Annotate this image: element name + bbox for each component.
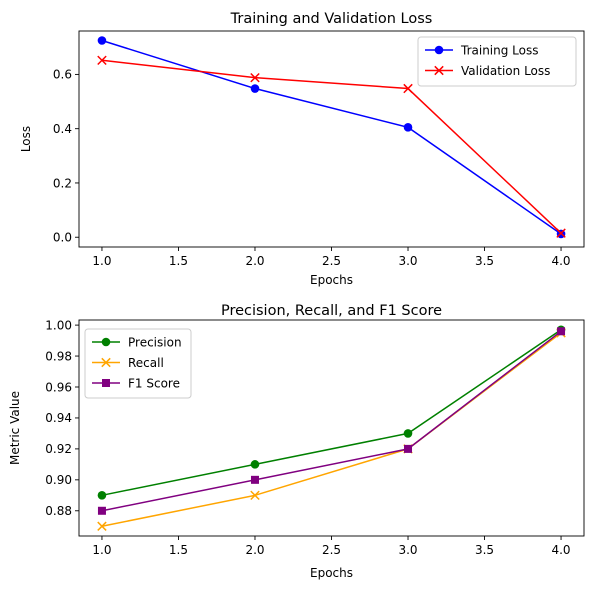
- data-point: [404, 444, 413, 453]
- chart-1: Training and Validation Loss 1.0 1.5 2.0 2.5…: [19, 11, 585, 287]
- legend-marker: [101, 357, 111, 368]
- legend-label: F1 Score: [128, 376, 180, 390]
- legend: Training Loss Validation Loss: [417, 36, 577, 87]
- x-tick-label: 1.5: [169, 254, 188, 268]
- legend-item-training-loss: Training Loss: [425, 43, 538, 57]
- y-tick-label: 0.92: [45, 442, 72, 456]
- x-axis-label: Epochs: [310, 566, 353, 580]
- y-axis-label: Metric Value: [8, 391, 22, 465]
- legend: Precision Recall F1 Score: [84, 328, 192, 399]
- data-point: [250, 475, 259, 484]
- data-point: [97, 55, 107, 66]
- x-tick-label: 3.5: [475, 254, 494, 268]
- y-tick-label: 0.0: [53, 231, 72, 245]
- y-tick-label: 1.00: [45, 318, 72, 332]
- y-tick-label: 0.98: [45, 349, 72, 363]
- chart-2: Precision, Recall, and F1 Score 1.0 1.5 2.0…: [8, 303, 585, 580]
- legend-item-precision: Precision: [92, 335, 182, 349]
- chart-title: Training and Validation Loss: [230, 11, 433, 27]
- x-tick-label: 2.0: [245, 543, 264, 557]
- series-f1-score: [97, 327, 566, 515]
- data-point: [250, 460, 260, 469]
- series-validation-loss: [97, 55, 566, 238]
- legend-box: [84, 328, 192, 399]
- x-tick-label: 4.0: [551, 543, 570, 557]
- x-tick-label: 2.5: [322, 543, 341, 557]
- legend-marker: [101, 337, 111, 347]
- legend-item-f1-score: F1 Score: [92, 376, 180, 390]
- x-tick-label: 1.5: [169, 543, 188, 557]
- y-tick-label: 0.90: [45, 473, 72, 487]
- chart-title: Precision, Recall, and F1 Score: [221, 303, 442, 319]
- y-tick-label: 0.94: [45, 411, 72, 425]
- legend-label: Validation Loss: [461, 64, 550, 78]
- data-point: [403, 429, 413, 438]
- legend-label: Training Loss: [460, 43, 538, 57]
- data-point: [403, 123, 413, 132]
- series-line: [101, 59, 562, 234]
- y-axis-label: Loss: [19, 126, 33, 152]
- y-tick-label: 0.96: [45, 380, 72, 394]
- legend-label: Recall: [128, 356, 164, 370]
- data-point: [250, 490, 260, 501]
- y-tick-label: 0.88: [45, 504, 72, 518]
- x-axis-label: Epochs: [310, 273, 353, 287]
- data-point: [97, 521, 107, 531]
- data-point: [250, 72, 260, 83]
- x-tick-label: 4.0: [551, 254, 570, 268]
- data-point: [556, 228, 566, 238]
- legend-marker: [434, 45, 444, 55]
- y-tick-label: 0.6: [53, 68, 72, 82]
- x-tick-label: 3.0: [398, 543, 417, 557]
- series-training-loss: [97, 36, 566, 239]
- x-tick-label: 2.5: [322, 254, 341, 268]
- x-tick-label: 3.5: [475, 543, 494, 557]
- data-point: [97, 491, 107, 500]
- data-point: [557, 327, 566, 336]
- x-tick-label: 1.0: [92, 543, 111, 557]
- y-tick-label: 0.2: [53, 176, 72, 190]
- legend-item-recall: Recall: [92, 356, 164, 370]
- data-point: [403, 83, 413, 94]
- legend-box: [417, 36, 577, 87]
- legend-marker: [434, 65, 444, 76]
- x-tick-label: 2.0: [245, 254, 264, 268]
- series-line: [101, 329, 562, 497]
- x-tick-label: 3.0: [398, 254, 417, 268]
- legend-marker: [102, 379, 110, 387]
- legend-item-validation-loss: Validation Loss: [425, 64, 550, 78]
- legend-label: Precision: [128, 335, 182, 349]
- series-line: [101, 330, 562, 512]
- data-point: [97, 36, 107, 45]
- data-point: [97, 506, 106, 515]
- x-tick-label: 1.0: [92, 254, 111, 268]
- data-point: [250, 84, 260, 93]
- series-line: [101, 39, 562, 235]
- y-tick-label: 0.4: [53, 122, 72, 136]
